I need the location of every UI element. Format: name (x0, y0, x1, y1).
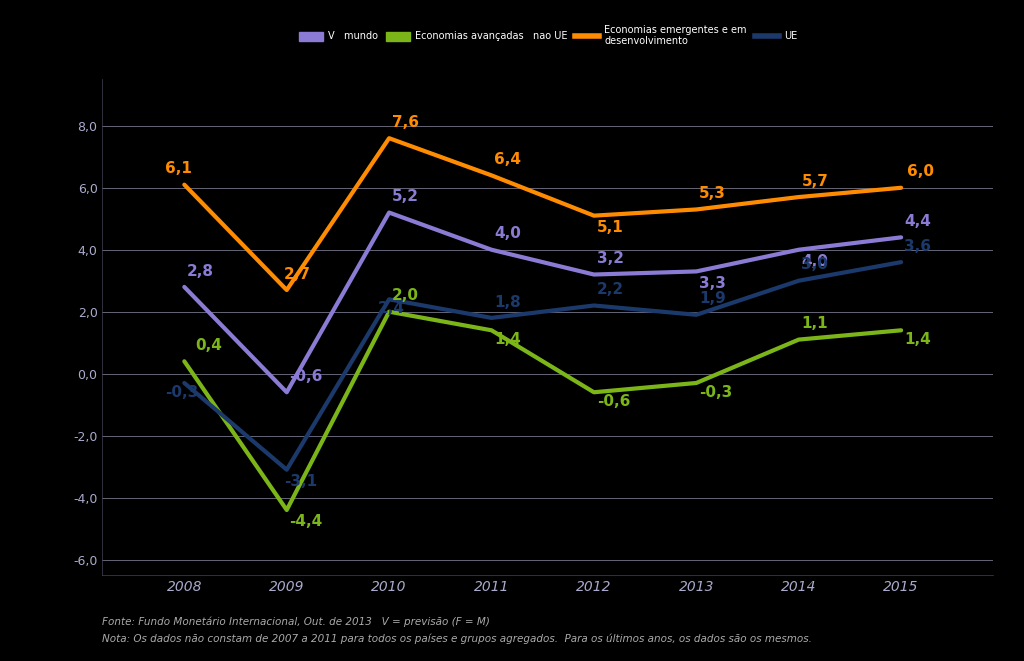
Text: 4,0: 4,0 (495, 227, 521, 241)
Legend: V   mundo, Economias avançadas   nao UE, Economias emergentes e em
desenvolvimen: V mundo, Economias avançadas nao UE, Eco… (299, 24, 797, 46)
Text: 1,4: 1,4 (495, 332, 521, 347)
Text: -3,1: -3,1 (284, 474, 317, 489)
Text: 5,7: 5,7 (802, 174, 828, 189)
Text: 2,0: 2,0 (392, 288, 419, 303)
Text: 4,4: 4,4 (904, 214, 931, 229)
Text: 3,6: 3,6 (904, 239, 931, 254)
Text: 1,4: 1,4 (904, 332, 931, 347)
Text: 5,1: 5,1 (597, 220, 624, 235)
Text: 6,0: 6,0 (906, 165, 934, 179)
Text: 3,3: 3,3 (699, 276, 726, 291)
Text: Nota: Os dados não constam de 2007 a 2011 para todos os países e grupos agregado: Nota: Os dados não constam de 2007 a 201… (102, 634, 812, 644)
Text: 1,1: 1,1 (802, 316, 828, 331)
Text: 3,0: 3,0 (802, 257, 828, 272)
Text: 3,2: 3,2 (597, 251, 624, 266)
Text: 1,8: 1,8 (495, 295, 521, 309)
Text: -0,6: -0,6 (290, 369, 323, 384)
Text: 7,6: 7,6 (392, 115, 419, 130)
Text: -0,6: -0,6 (597, 394, 630, 409)
Text: 1,9: 1,9 (699, 292, 726, 307)
Text: 5,3: 5,3 (699, 186, 726, 201)
Text: 2,2: 2,2 (597, 282, 624, 297)
Text: 0,4: 0,4 (196, 338, 222, 353)
Text: 2,7: 2,7 (284, 266, 311, 282)
Text: 6,1: 6,1 (165, 161, 191, 176)
Text: 5,2: 5,2 (392, 189, 419, 204)
Text: -0,3: -0,3 (165, 385, 198, 400)
Text: 6,4: 6,4 (495, 152, 521, 167)
Text: -4,4: -4,4 (290, 514, 323, 529)
Text: 4,0: 4,0 (802, 254, 828, 269)
Text: Fonte: Fundo Monetário Internacional, Out. de 2013   V = previsão (F = M): Fonte: Fundo Monetário Internacional, Ou… (102, 616, 490, 627)
Text: 2,8: 2,8 (187, 264, 214, 278)
Text: 2,4: 2,4 (378, 301, 406, 316)
Text: -0,3: -0,3 (699, 385, 732, 400)
